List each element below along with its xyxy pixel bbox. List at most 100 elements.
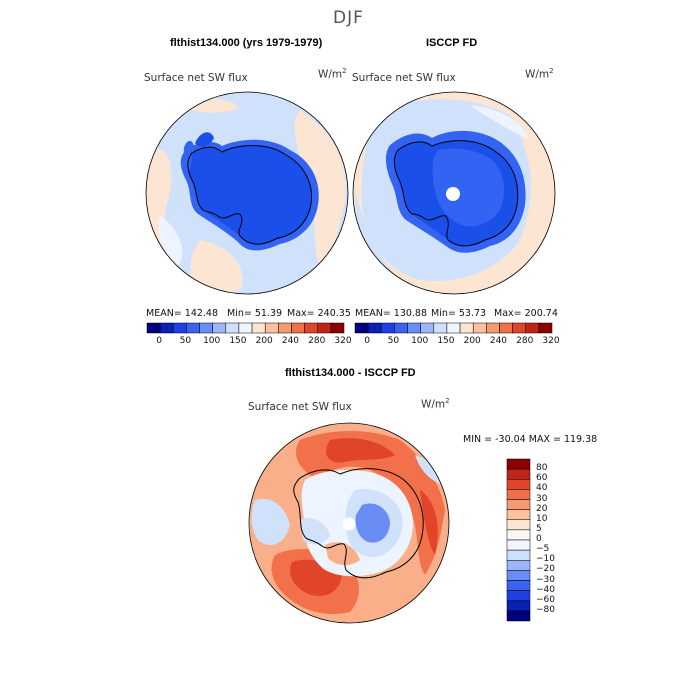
panel-1-colorbar-tick-label: 150	[229, 336, 247, 346]
panel-2-map-border	[352, 91, 556, 295]
panel-3-colorbar-tick-label: 0	[536, 534, 542, 544]
panel-3-colorbar-swatch	[506, 509, 531, 520]
panel-1-colorbar-swatch	[251, 322, 266, 334]
panel-3-colorbar-swatch	[506, 590, 531, 601]
panel-1-colorbar-tick-label: 280	[308, 336, 326, 346]
panel-3-colorbar-tick-label: −40	[536, 584, 555, 595]
panel-3-map	[249, 423, 449, 623]
panel-1-units: W/m2	[318, 67, 347, 81]
panel-3-colorbar-swatch	[506, 499, 531, 510]
panel-2-colorbar-swatch	[512, 322, 526, 334]
panel-2-colorbar-tick-label: 240	[489, 336, 508, 346]
panel-2-max: Max= 200.74	[494, 308, 558, 319]
panel-2-colorbar-swatch	[459, 322, 474, 334]
panel-2-colorbar-tick-label: 50	[387, 336, 400, 346]
panel-1-colorbar-swatch	[159, 322, 174, 334]
panel-3-colorbar-tick-label: 10	[536, 513, 548, 524]
panel-1-colorbar-tick-label: 320	[334, 336, 352, 346]
panel-2-colorbar-tick-label: 100	[411, 336, 429, 346]
panel-3-coastline	[293, 468, 424, 579]
panel-3-colorbar-swatch	[506, 600, 531, 612]
panel-3-colorbar-swatch	[506, 529, 531, 541]
panel-2-min: Min= 53.73	[431, 308, 487, 319]
panel-3-colorbar-swatch	[506, 560, 531, 571]
panel-2-units: W/m2	[525, 67, 554, 81]
panel-3-colorbar-swatch	[506, 539, 531, 551]
panel-3-variable: Surface net SW flux	[248, 401, 352, 413]
panel-1-colorbar-swatch	[173, 322, 187, 334]
panel-2-colorbar-tick-label: 200	[463, 336, 481, 346]
panel-3-colorbar-swatch	[506, 479, 531, 490]
panel-1-mean: MEAN= 142.48	[146, 308, 219, 319]
panel-1-colorbar-swatch	[304, 322, 318, 334]
panel-3-colorbar-tick-label: −80	[536, 604, 555, 615]
panel-3-minmax: MIN = -30.04 MAX = 119.38	[463, 434, 598, 445]
panel-1-min: Min= 51.39	[227, 308, 283, 319]
panel-1-colorbar-tick-label: 100	[203, 336, 221, 346]
panel-1-colorbar-tick-label: 240	[281, 336, 300, 346]
panel-2-colorbar-swatch	[367, 322, 382, 334]
panel-3-colorbar-tick-label: 80	[536, 463, 548, 474]
panel-1-map	[146, 92, 348, 294]
panel-1-colorbar-tick-label: 200	[255, 336, 273, 346]
panel-2-colorbar	[354, 322, 553, 334]
panel-2-colorbar-swatch	[420, 322, 435, 334]
panel-1-colorbar-swatch	[186, 322, 200, 334]
panel-2-colorbar-swatch	[499, 322, 513, 334]
panel-3-colorbar-swatch	[506, 570, 531, 581]
panel-2-coastline	[393, 140, 519, 247]
panel-2-colorbar-swatch	[446, 322, 461, 334]
panel-3-colorbar-tick-label: −20	[536, 564, 555, 575]
panel-3-colorbar-swatch	[506, 549, 531, 561]
panel-3-colorbar-swatch	[506, 468, 531, 480]
figure-suptitle: DJF	[333, 8, 364, 28]
panel-1-colorbar-swatch	[278, 322, 292, 334]
panel-1-map-border	[145, 91, 349, 295]
panel-1-colorbar-swatch	[238, 322, 253, 334]
panel-2-map	[353, 92, 555, 294]
panel-3-colorbar	[506, 458, 531, 622]
panel-1-colorbar-swatch	[199, 322, 213, 334]
panel-3-colorbar-swatch	[506, 519, 531, 531]
panel-1-coastline	[187, 145, 313, 245]
panel-2-colorbar-tick-label: 320	[542, 336, 560, 346]
panel-2-title: ISCCP FD	[426, 37, 478, 49]
panel-3-colorbar-swatch	[506, 610, 531, 622]
panel-3-colorbar-tick-label: −5	[536, 544, 550, 555]
panel-3-colorbar-swatch	[506, 580, 531, 591]
panel-2-colorbar-swatch	[472, 322, 487, 334]
panel-2-colorbar-tick-label: 0	[364, 336, 370, 346]
panel-2-colorbar-swatch	[486, 322, 500, 334]
panel-3-colorbar-tick-label: −10	[536, 554, 555, 565]
panel-3-colorbar-swatch	[506, 458, 531, 470]
panel-2-variable: Surface net SW flux	[352, 72, 456, 84]
panel-1-colorbar-swatch	[330, 322, 345, 334]
panel-1-colorbar-tick-label: 50	[179, 336, 192, 346]
panel-1-max: Max= 240.35	[287, 308, 351, 319]
panel-2-colorbar-swatch	[525, 322, 540, 334]
panel-3-colorbar-tick-label: 20	[536, 503, 548, 514]
panel-3-colorbar-swatch	[506, 489, 531, 500]
panel-1-colorbar-tick-label: 0	[156, 336, 162, 346]
panel-1-colorbar-swatch	[146, 322, 161, 334]
panel-3-colorbar-tick-label: 40	[536, 483, 548, 494]
panel-2-colorbar-tick-label: 280	[516, 336, 534, 346]
panel-2-colorbar-swatch	[394, 322, 408, 334]
panel-3-map-border	[248, 422, 450, 624]
panel-3-colorbar-tick-label: −60	[536, 594, 555, 605]
panel-1-colorbar-swatch	[264, 322, 279, 334]
panel-2-colorbar-swatch	[407, 322, 421, 334]
panel-2-mean: MEAN= 130.88	[355, 308, 428, 319]
panel-1-colorbar-swatch	[225, 322, 240, 334]
panel-3-colorbar-tick-label: 5	[536, 523, 542, 534]
panel-3-units: W/m2	[421, 397, 450, 411]
panel-3-colorbar-tick-label: 60	[536, 473, 548, 484]
panel-3-colorbar-tick-label: −30	[536, 574, 555, 585]
panel-1-colorbar-swatch	[291, 322, 305, 334]
panel-1-colorbar-swatch	[317, 322, 332, 334]
panel-2-colorbar-swatch	[381, 322, 395, 334]
panel-1-colorbar	[146, 322, 345, 334]
panel-1-title: flthist134.000 (yrs 1979-1979)	[170, 37, 323, 49]
